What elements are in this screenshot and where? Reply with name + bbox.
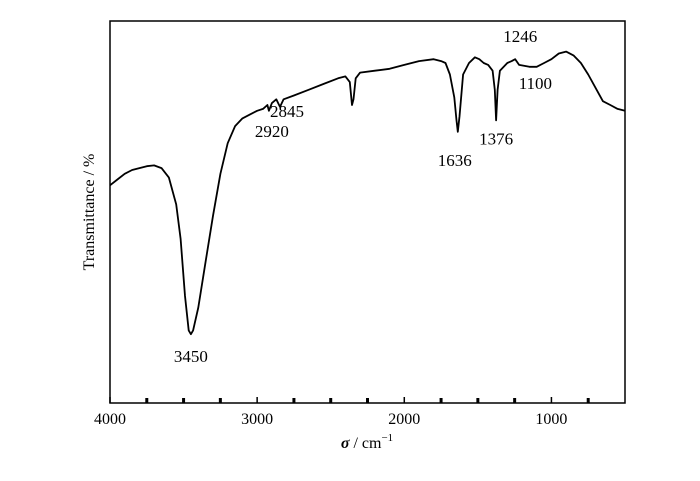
x-tick-label: 3000 [241, 411, 273, 428]
x-axis-symbol: σ [341, 435, 350, 452]
peak-label: 1636 [438, 151, 472, 170]
peak-label: 2920 [255, 122, 289, 141]
x-tick-label: 2000 [388, 411, 420, 428]
spectrum-line [109, 50, 626, 336]
peak-label: 2845 [270, 102, 304, 121]
x-axis-ticks [109, 397, 590, 403]
peak-label: 1246 [503, 27, 537, 46]
x-axis-label: σ / cm−1 [341, 432, 393, 452]
x-tick-label: 1000 [535, 411, 567, 428]
x-tick-label: 4000 [94, 411, 126, 428]
x-axis-tick-labels: 4000 3000 2000 1000 [94, 411, 567, 428]
peak-label: 1100 [519, 74, 552, 93]
peak-label: 3450 [174, 347, 208, 366]
x-axis-exponent: −1 [381, 432, 393, 444]
x-axis-unit: / cm [349, 435, 382, 452]
y-axis-label: Transmittance / % [81, 154, 98, 271]
peak-label: 1376 [479, 129, 513, 148]
